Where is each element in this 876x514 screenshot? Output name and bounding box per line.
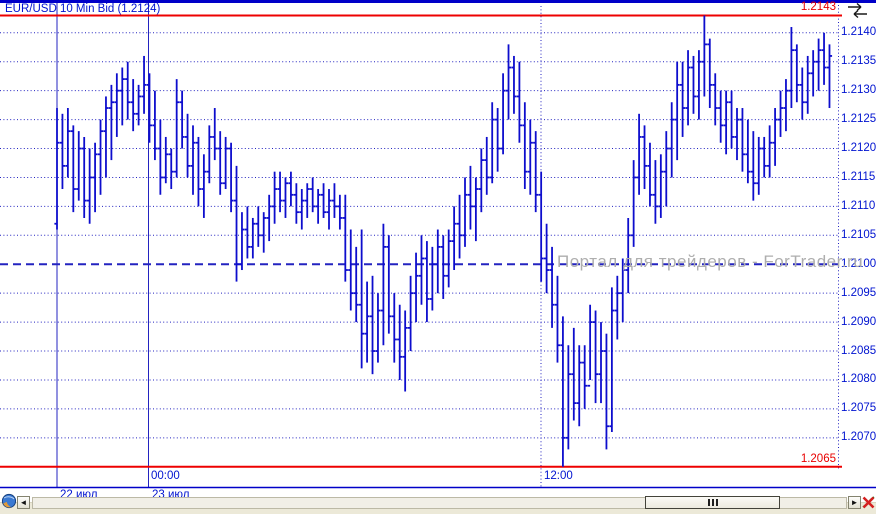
y-axis-tick-label: 1.2105: [841, 228, 876, 241]
delete-chart-icon[interactable]: [861, 495, 876, 514]
lower-level-label: 1.2065: [800, 452, 836, 465]
y-axis-tick-label: 1.2135: [841, 55, 876, 68]
scroll-left-button[interactable]: ◄: [17, 496, 30, 509]
y-axis-tick-label: 1.2090: [841, 315, 876, 328]
y-axis-tick-label: 1.2080: [841, 373, 876, 386]
price-chart-canvas[interactable]: [0, 0, 876, 502]
y-axis-tick-label: 1.2075: [841, 402, 876, 415]
y-axis-tick-label: 1.2120: [841, 142, 876, 155]
scrollbar-track[interactable]: [32, 497, 847, 509]
y-axis-tick-label: 1.2115: [841, 170, 876, 183]
upper-level-label: 1.2143: [800, 1, 836, 14]
scale-mode-icon[interactable]: [846, 2, 870, 25]
y-axis-tick-label: 1.2095: [841, 286, 876, 299]
watermark: Портал для трейдеров - ForTrader.ru: [557, 252, 864, 271]
right-arrow-icon: ►: [850, 497, 859, 507]
y-axis-tick-label: 1.2100: [841, 257, 876, 270]
scrollbar-thumb[interactable]: [645, 496, 780, 509]
y-axis-tick-label: 1.2125: [841, 113, 876, 126]
world-icon[interactable]: [1, 493, 17, 514]
chart-title: EUR/USD 10 Min Bid (1.2124): [5, 3, 161, 15]
time-label-midnight: 00:00: [151, 470, 180, 482]
y-axis-tick-label: 1.2070: [841, 431, 876, 444]
scroll-right-button[interactable]: ►: [848, 496, 861, 509]
y-axis-tick-label: 1.2110: [841, 199, 876, 212]
y-axis-tick-label: 1.2130: [841, 84, 876, 97]
top-border: [0, 0, 876, 3]
time-label-noon: 12:00: [544, 470, 573, 482]
y-axis-tick-label: 1.2140: [841, 26, 876, 39]
y-axis-tick-label: 1.2085: [841, 344, 876, 357]
left-arrow-icon: ◄: [19, 497, 28, 507]
